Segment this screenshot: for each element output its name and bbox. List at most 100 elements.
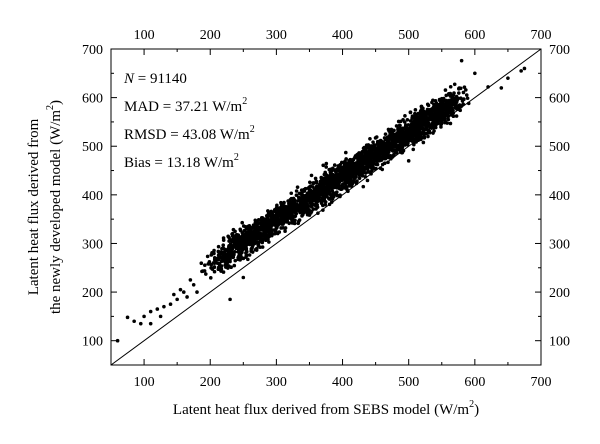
scatter-point (441, 106, 445, 110)
scatter-point (418, 112, 422, 117)
scatter-point (301, 202, 306, 206)
x-tick-label-top: 500 (398, 28, 419, 43)
y-tick-label-right: 400 (549, 189, 570, 204)
scatter-point (429, 125, 434, 129)
scatter-point (364, 158, 368, 162)
scatter-point (316, 211, 320, 215)
scatter-point (408, 119, 413, 123)
scatter-point (275, 203, 279, 208)
scatter-point (457, 86, 461, 91)
scatter-point (314, 180, 319, 185)
scatter-point (175, 297, 179, 302)
scatter-point (168, 302, 173, 307)
scatter-point (337, 183, 342, 188)
scatter-point (305, 205, 309, 210)
scatter-point (288, 206, 292, 210)
scatter-point (403, 133, 407, 138)
scatter-point (293, 218, 297, 223)
scatter-point (327, 197, 332, 201)
scatter-point (216, 244, 221, 249)
x-tick-label-top: 200 (200, 28, 221, 43)
scatter-point (395, 131, 399, 136)
scatter-point (250, 236, 255, 240)
scatter-point (394, 135, 399, 140)
scatter-point (341, 182, 345, 186)
scatter-point (383, 132, 388, 136)
scatter-point (142, 314, 146, 319)
scatter-point (421, 129, 425, 134)
scatter-point (221, 236, 226, 240)
scatter-point (466, 101, 471, 106)
scatter-point (294, 202, 299, 207)
scatter-point (188, 278, 193, 282)
scatter-point (412, 132, 417, 136)
scatter-point (307, 186, 311, 191)
scatter-point (399, 119, 403, 124)
scatter-point (455, 105, 460, 110)
scatter-point (424, 125, 428, 130)
scatter-point (373, 152, 377, 157)
scatter-point (440, 98, 445, 102)
scatter-point (288, 215, 292, 220)
scatter-point (312, 181, 316, 185)
scatter-point (328, 172, 333, 176)
scatter-point (378, 155, 382, 159)
scatter-point (348, 164, 352, 168)
scatter-point (367, 154, 371, 158)
scatter-point (232, 244, 236, 249)
scatter-point (238, 250, 243, 255)
scatter-point (323, 200, 328, 204)
scatter-point (372, 157, 377, 162)
scatter-point (232, 263, 237, 268)
y-tick-label-left: 100 (82, 335, 103, 350)
scatter-point (255, 231, 259, 236)
scatter-point (228, 257, 232, 262)
scatter-point (294, 193, 299, 198)
scatter-point (195, 290, 199, 294)
scatter-point (256, 236, 261, 241)
scatter-point (434, 103, 439, 108)
scatter-point (320, 183, 324, 187)
scatter-point (290, 200, 295, 205)
scatter-point (344, 157, 348, 161)
scatter-point (303, 194, 308, 199)
scatter-point (260, 226, 265, 231)
scatter-point (418, 126, 423, 131)
scatter-point (439, 122, 443, 127)
scatter-point (352, 169, 357, 173)
scatter-point (407, 126, 412, 131)
scatter-point (320, 198, 325, 203)
x-tick-label-bottom: 500 (398, 375, 419, 390)
scatter-point (432, 123, 437, 127)
scatter-point (267, 234, 272, 239)
scatter-point (473, 71, 477, 76)
y-axis-title: Latent heat flux derived from the newly … (26, 100, 64, 314)
scatter-point (422, 135, 427, 140)
scatter-point (283, 214, 288, 219)
plot-frame (110, 48, 542, 366)
scatter-point (445, 102, 449, 107)
scatter-point (424, 110, 428, 115)
scatter-point (295, 185, 300, 189)
scatter-point (115, 338, 120, 343)
scatter-point (172, 292, 176, 297)
scatter-point (446, 117, 451, 122)
y-tick-label-right: 200 (549, 286, 570, 301)
scatter-point (376, 151, 381, 155)
scatter-point (236, 235, 241, 240)
scatter-point (401, 126, 405, 131)
scatter-point (275, 225, 279, 230)
scatter-point (321, 163, 326, 168)
scatter-point (315, 186, 319, 191)
scatter-point (448, 84, 453, 89)
scatter-point (421, 140, 426, 145)
scatter-point (275, 222, 279, 226)
scatter-point (329, 200, 334, 204)
scatter-point (216, 257, 221, 262)
scatter-point (398, 150, 403, 154)
scatter-point (265, 222, 270, 227)
scatter-point (391, 134, 395, 138)
scatter-point (360, 174, 365, 178)
scatter-point (440, 118, 444, 122)
